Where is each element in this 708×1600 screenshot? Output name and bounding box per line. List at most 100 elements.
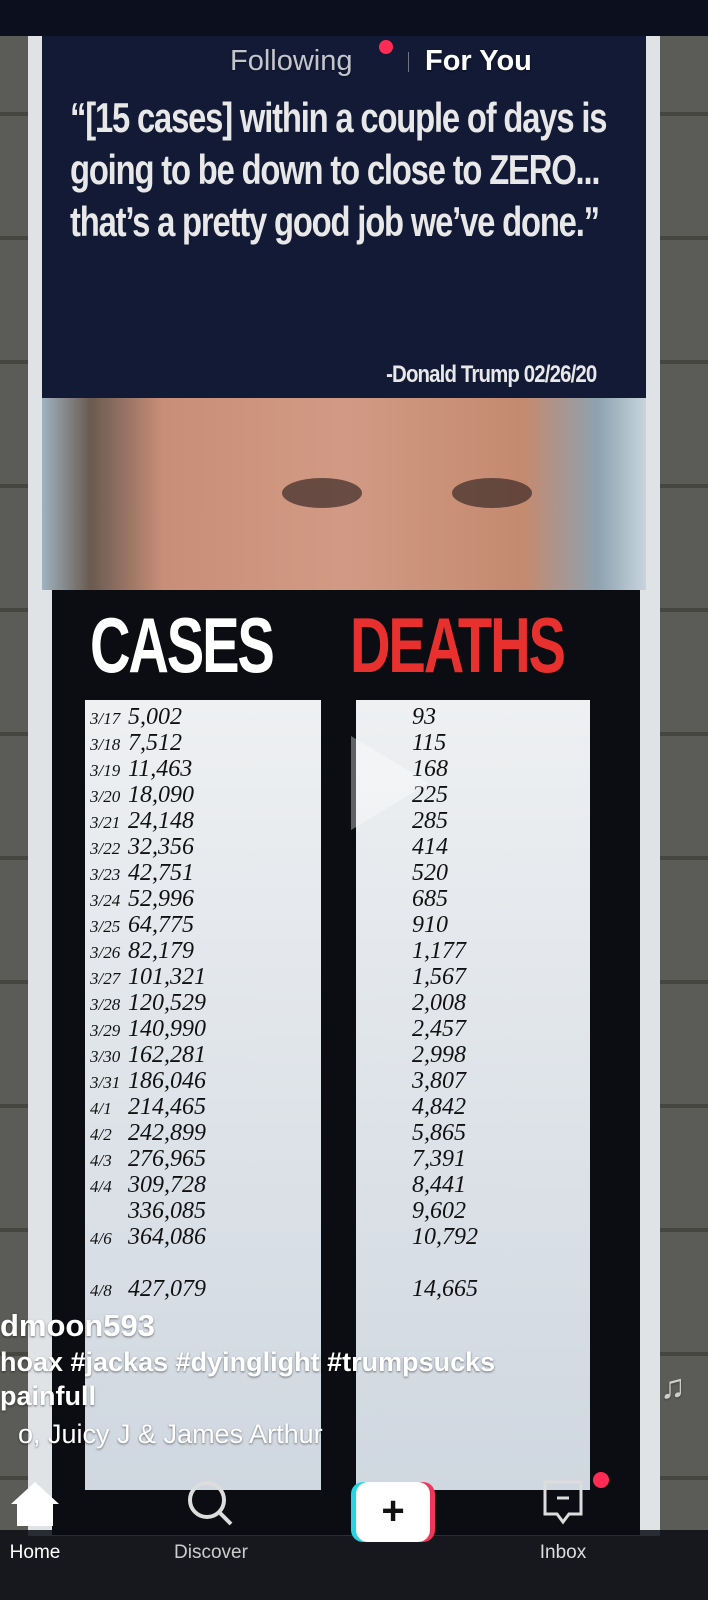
cases-row: 3/28 120,529 xyxy=(90,990,206,1016)
row-date: 3/31 xyxy=(90,1073,121,1092)
row-cases: 7,512 xyxy=(128,730,182,756)
deaths-row: 3,807 xyxy=(412,1068,466,1094)
cases-row: 3/29 140,990 xyxy=(90,1016,206,1042)
deaths-row: 225 xyxy=(412,782,448,808)
cases-row xyxy=(90,1250,206,1276)
deaths-row: 168 xyxy=(412,756,448,782)
cases-row: 4/1 214,465 xyxy=(90,1094,206,1120)
cases-row: 4/4 309,728 xyxy=(90,1172,206,1198)
caption-line[interactable]: hoax #jackas #dyinglight #trumpsucks xyxy=(0,1347,496,1377)
cases-row: 4/8 427,079 xyxy=(90,1276,206,1302)
row-cases: 32,356 xyxy=(128,834,194,860)
row-cases: 101,321 xyxy=(128,964,206,990)
play-icon[interactable] xyxy=(345,730,435,836)
cases-row: 336,085 xyxy=(90,1198,206,1224)
cases-row: 3/30 162,281 xyxy=(90,1042,206,1068)
tab-following[interactable]: Following xyxy=(230,45,353,77)
deaths-header: DEATHS xyxy=(350,601,566,689)
quote-text: “[15 cases] within a couple of days is g… xyxy=(70,94,607,245)
cases-row: 3/31 186,046 xyxy=(90,1068,206,1094)
row-cases: 214,465 xyxy=(128,1094,206,1120)
cases-row: 3/25 64,775 xyxy=(90,912,206,938)
cases-row: 3/22 32,356 xyxy=(90,834,206,860)
cases-row: 3/18 7,512 xyxy=(90,730,206,756)
deaths-row: 910 xyxy=(412,912,448,938)
deaths-row: 2,998 xyxy=(412,1042,466,1068)
row-date: 3/20 xyxy=(90,787,121,806)
deaths-row: 1,177 xyxy=(412,938,466,964)
row-date: 3/22 xyxy=(90,839,121,858)
create-button[interactable]: + xyxy=(350,1482,436,1542)
cases-row: 3/17 5,002 xyxy=(90,704,206,730)
bottom-nav xyxy=(0,1530,708,1600)
row-cases: 64,775 xyxy=(128,912,194,938)
nav-home[interactable]: Home xyxy=(0,1478,90,1563)
nav-inbox-label: Inbox xyxy=(539,1542,587,1563)
row-cases: 427,079 xyxy=(128,1276,206,1302)
cases-row: 3/24 52,996 xyxy=(90,886,206,912)
row-date: 4/4 xyxy=(90,1177,112,1196)
cases-paper xyxy=(85,700,321,1490)
row-cases: 52,996 xyxy=(128,886,194,912)
row-cases: 82,179 xyxy=(128,938,194,964)
home-icon xyxy=(11,1482,59,1526)
row-date: 3/18 xyxy=(90,735,121,754)
deaths-row: 5,865 xyxy=(412,1120,466,1146)
row-cases: 11,463 xyxy=(128,756,193,782)
cases-row: 3/20 18,090 xyxy=(90,782,206,808)
row-date: 3/19 xyxy=(90,761,121,780)
nav-home-label: Home xyxy=(9,1542,61,1563)
plus-icon: + xyxy=(356,1482,430,1542)
inbox-notification-dot xyxy=(593,1472,609,1488)
row-date: 3/27 xyxy=(90,969,121,988)
cases-row: 3/23 42,751 xyxy=(90,860,206,886)
notification-dot xyxy=(379,40,393,54)
row-cases: 276,965 xyxy=(128,1146,206,1172)
deaths-row: 9,602 xyxy=(412,1198,466,1224)
row-cases: 186,046 xyxy=(128,1068,206,1094)
quote-block: “[15 cases] within a couple of days is g… xyxy=(42,36,646,398)
row-cases: 42,751 xyxy=(128,860,194,886)
deaths-row: 8,441 xyxy=(412,1172,466,1198)
row-cases: 24,148 xyxy=(128,808,194,834)
row-date: 3/24 xyxy=(90,891,121,910)
status-bar xyxy=(0,0,708,36)
deaths-row: 4,842 xyxy=(412,1094,466,1120)
cases-row: 4/6 364,086 xyxy=(90,1224,206,1250)
row-date: 3/30 xyxy=(90,1047,121,1066)
row-date: 4/3 xyxy=(90,1151,112,1170)
deaths-row: 2,008 xyxy=(412,990,466,1016)
inbox-icon xyxy=(543,1480,583,1525)
nav-discover-label: Discover xyxy=(174,1542,248,1563)
cases-row: 4/3 276,965 xyxy=(90,1146,206,1172)
portrait-photo xyxy=(42,398,646,590)
row-cases: 120,529 xyxy=(128,990,206,1016)
eye-shape xyxy=(282,478,362,508)
deaths-row: 10,792 xyxy=(412,1224,478,1250)
deaths-row: 414 xyxy=(412,834,448,860)
music-note-icon[interactable]: ♫ xyxy=(660,1368,686,1406)
search-icon xyxy=(188,1481,233,1526)
row-date: 4/1 xyxy=(90,1099,112,1118)
nav-inbox[interactable]: Inbox xyxy=(508,1478,618,1563)
deaths-row: 115 xyxy=(412,730,447,756)
row-cases: 364,086 xyxy=(128,1224,206,1250)
row-date: 3/28 xyxy=(90,995,121,1014)
cases-row: 3/26 82,179 xyxy=(90,938,206,964)
music-title[interactable]: o, Juicy J & James Arthur xyxy=(18,1419,323,1449)
deaths-paper xyxy=(356,700,590,1490)
cases-row: 3/19 11,463 xyxy=(90,756,206,782)
row-date: 4/6 xyxy=(90,1229,112,1248)
table-header: CASES DEATHS xyxy=(52,590,640,695)
row-cases: 309,728 xyxy=(128,1172,206,1198)
username[interactable]: dmoon593 xyxy=(0,1308,156,1343)
tab-for-you[interactable]: For You xyxy=(425,45,532,77)
nav-discover[interactable]: Discover xyxy=(156,1478,266,1563)
deaths-row: 285 xyxy=(412,808,448,834)
deaths-row: 685 xyxy=(412,886,448,912)
deaths-row: 7,391 xyxy=(412,1146,466,1172)
row-cases: 18,090 xyxy=(128,782,194,808)
row-date: 4/8 xyxy=(90,1281,112,1300)
row-date: 3/21 xyxy=(90,813,121,832)
row-cases: 162,281 xyxy=(128,1042,206,1068)
